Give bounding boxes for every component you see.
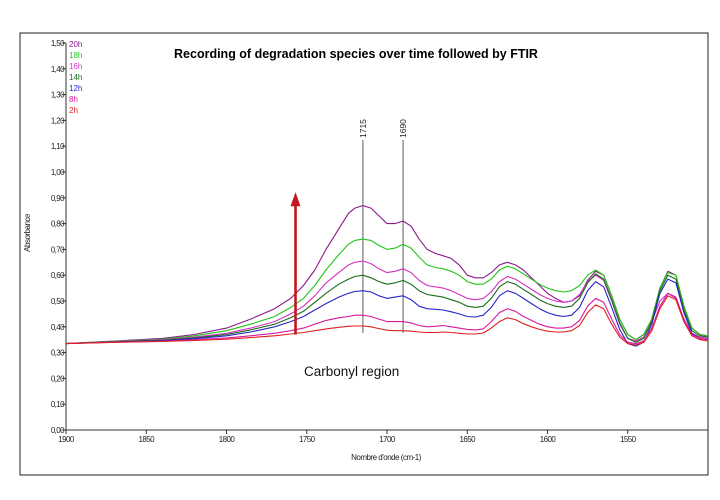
- legend-entry: 14h: [69, 73, 82, 82]
- increase-arrow: [290, 192, 301, 335]
- series-lines: [65, 204, 709, 347]
- x-tick-label: 1900: [58, 435, 75, 444]
- y-tick-label: 1,20: [51, 116, 65, 125]
- legend-entry: 8h: [69, 95, 78, 104]
- legend-entry: 18h: [69, 51, 82, 60]
- peak-markers: 1715 1690: [358, 119, 408, 333]
- series-line-18h: [65, 238, 709, 345]
- x-tick-label: 1800: [219, 435, 236, 444]
- legend: 20h 18h 16h 14h 12h 8h 2h: [69, 40, 82, 115]
- series-line-12h: [65, 278, 709, 347]
- x-axis-label: Nombre d'onde (cm-1): [351, 453, 422, 462]
- plot-frame: [19, 32, 709, 476]
- series-line-8h: [65, 292, 709, 345]
- legend-entry: 20h: [69, 40, 82, 49]
- y-tick-label: 0,20: [51, 374, 65, 383]
- series-line-14h: [65, 273, 709, 345]
- x-tick-label: 1750: [299, 435, 316, 444]
- y-tick-label: 0,50: [51, 297, 65, 306]
- x-tick-label: 1650: [460, 435, 477, 444]
- peak-label: 1715: [358, 119, 368, 138]
- arrow-head: [290, 192, 301, 207]
- legend-entry: 12h: [69, 84, 82, 93]
- y-tick-label: 1,40: [51, 65, 65, 74]
- y-tick-label: 1,00: [51, 168, 65, 177]
- y-tick-label: 0,10: [51, 400, 65, 409]
- y-tick-label: 1,10: [51, 142, 65, 151]
- y-axis-ticks: 0,00 0,10 0,20 0,30 0,40 0,50 0,60 0,70 0,80 0,90…: [51, 39, 66, 435]
- x-tick-label: 1550: [620, 435, 637, 444]
- x-axis-ticks: 1900 1850 1800 1750 1700 1650 1600 1550: [58, 430, 637, 444]
- y-tick-label: 0,60: [51, 271, 65, 280]
- y-tick-label: 1,30: [51, 91, 65, 100]
- x-tick-label: 1600: [540, 435, 557, 444]
- peak-label: 1690: [398, 119, 408, 138]
- y-tick-label: 0,30: [51, 349, 65, 358]
- legend-entry: 2h: [69, 106, 78, 115]
- series-line-16h: [65, 260, 709, 345]
- series-line-2h: [65, 295, 709, 346]
- y-tick-label: 0,00: [51, 426, 65, 435]
- y-tick-label: 0,70: [51, 245, 65, 254]
- y-tick-label: 0,40: [51, 323, 65, 332]
- y-tick-label: 0,90: [51, 194, 65, 203]
- y-tick-label: 1,50: [51, 39, 65, 48]
- carbonyl-region-label: Carbonyl region: [304, 364, 399, 379]
- chart-title: Recording of degradation species over ti…: [174, 47, 538, 61]
- y-axis-label: Absorbance: [23, 213, 32, 252]
- y-tick-label: 0,80: [51, 220, 65, 229]
- x-tick-label: 1850: [139, 435, 156, 444]
- x-tick-label: 1700: [379, 435, 396, 444]
- legend-entry: 16h: [69, 62, 82, 71]
